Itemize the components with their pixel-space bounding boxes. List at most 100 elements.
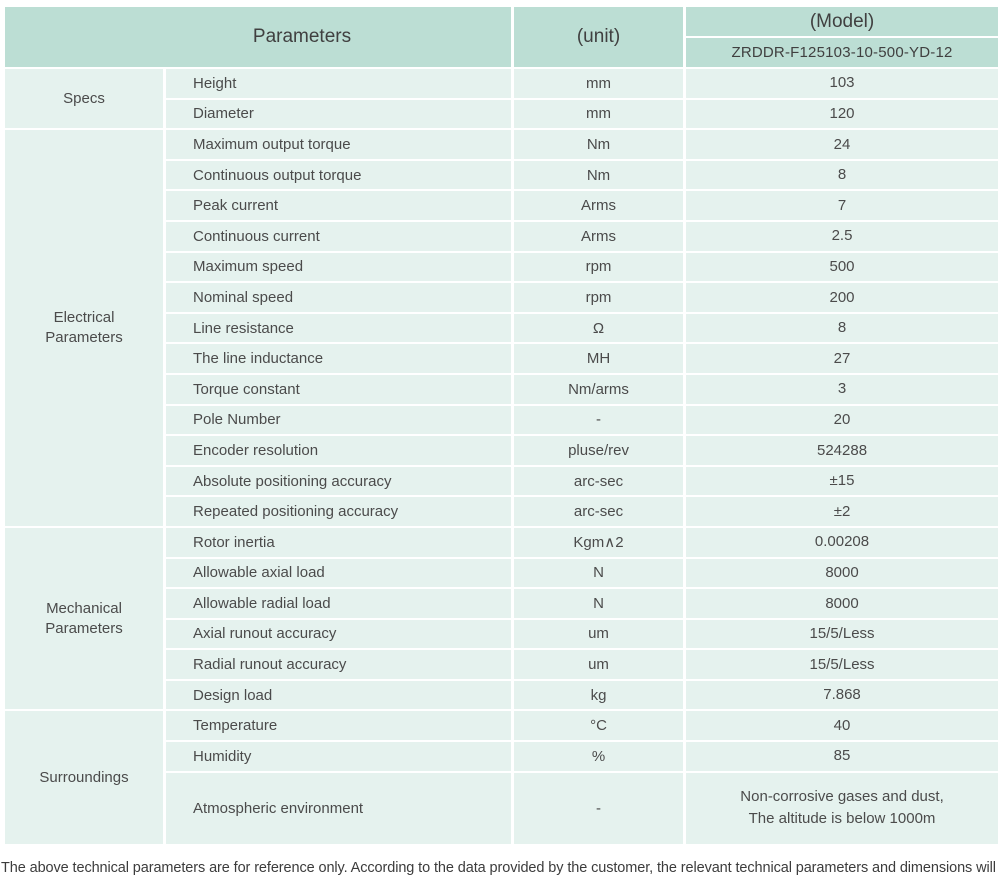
value-cell: 8000	[683, 556, 1000, 590]
value-cell: ±15	[683, 464, 1000, 498]
footer-note: The above technical parameters are for r…	[1, 859, 1000, 876]
unit-cell: Ω	[511, 311, 687, 345]
unit-cell: Arms	[511, 219, 687, 253]
table-row: Line resistance Ω 8	[4, 311, 1000, 345]
param-name-cell: Peak current	[162, 189, 515, 222]
param-name-cell: Allowable radial load	[162, 587, 515, 620]
param-name-cell: Maximum speed	[162, 250, 515, 284]
value-cell: 20	[683, 403, 1000, 437]
unit-cell: -	[511, 770, 687, 846]
value-cell: 103	[683, 67, 1000, 100]
value-cell: 120	[683, 97, 1000, 131]
table-header: Parameters (unit) (Model) ZRDDR-F125103-…	[1, 5, 1000, 69]
unit-cell: Kgm∧2	[511, 525, 687, 559]
value-cell: 8	[683, 311, 1000, 345]
unit-cell: arc-sec	[511, 464, 687, 498]
table-row: Electrical Parameters Maximum output torq…	[2, 128, 1000, 528]
value-cell: 3	[683, 372, 1000, 406]
value-cell: 27	[683, 342, 1000, 375]
table-row: Pole Number -20	[4, 403, 1000, 437]
param-name-cell: Pole Number	[162, 403, 515, 437]
unit-cell: Nm/arms	[511, 372, 687, 406]
unit-cell: rpm	[511, 250, 687, 284]
header-unit: (unit)	[511, 5, 687, 69]
param-name-cell: Absolute positioning accuracy	[162, 464, 515, 498]
unit-cell: MH	[511, 342, 687, 375]
table-row: Continuous current Arms 2.5	[4, 219, 1000, 253]
table-row: Axial runout accuracy um 15/5/Less	[4, 617, 1000, 651]
param-name-cell: Nominal speed	[162, 281, 515, 314]
value-cell: 500	[683, 250, 1000, 284]
value-cell: 85	[683, 740, 1000, 773]
table-row: Peak current Arms 7	[4, 189, 1000, 222]
unit-cell: arc-sec	[511, 495, 687, 528]
value-cell: 8	[683, 158, 1000, 192]
value-cell: 7	[683, 189, 1000, 222]
table-row: Atmospheric environment - Non-corrosive ga…	[4, 770, 1000, 846]
param-name-cell: Axial runout accuracy	[162, 617, 515, 651]
value-cell: ±2	[683, 495, 1000, 528]
group-cell-surroundings: Surroundings	[2, 709, 166, 846]
unit-cell: Nm	[511, 128, 687, 161]
unit-cell: °C	[511, 709, 687, 743]
value-cell: 8000	[683, 587, 1000, 620]
table-row: Maximum speed rpm 500	[4, 250, 1000, 284]
header-row-1: Parameters (unit) (Model)	[1, 5, 1000, 69]
param-name-cell: Line resistance	[162, 311, 515, 345]
value-cell: 200	[683, 281, 1000, 314]
param-name-cell: Encoder resolution	[162, 434, 515, 467]
unit-cell: mm	[511, 67, 687, 100]
table-row: Continuous output torque Nm 8	[4, 158, 1000, 192]
table-row: Allowable radial load N 8000	[4, 587, 1000, 620]
header-row-2: ZRDDR-F125103-10-500-YD-12	[4, 36, 1000, 69]
header-model: (Model)	[683, 5, 1000, 38]
table-row: Diameter mm 120	[4, 97, 1000, 131]
value-cell: 0.00208	[683, 525, 1000, 559]
value-cell: 15/5/Less	[683, 617, 1000, 651]
unit-cell: %	[511, 740, 687, 773]
unit-cell: rpm	[511, 281, 687, 314]
param-name-cell: Height	[162, 67, 515, 100]
param-name-cell: Temperature	[162, 709, 515, 743]
table-row: Absolute positioning accuracy arc-sec ±15	[4, 464, 1000, 498]
param-name-cell: Rotor inertia	[162, 525, 515, 559]
unit-cell: Nm	[511, 158, 687, 192]
param-name-cell: Humidity	[162, 740, 515, 773]
value-cell: 40	[683, 709, 1000, 743]
header-parameters: Parameters	[1, 5, 515, 69]
spec-table: Parameters (unit) (Model) ZRDDR-F125103-…	[1, 5, 1000, 846]
group-cell-specs: Specs	[2, 66, 166, 131]
unit-cell: N	[511, 556, 687, 590]
unit-cell: pluse/rev	[511, 434, 687, 467]
table-row: Nominal speed rpm 200	[4, 281, 1000, 314]
unit-cell: -	[511, 403, 687, 437]
value-cell: 2.5	[683, 219, 1000, 253]
value-cell: 15/5/Less	[683, 648, 1000, 681]
table-row: Design load kg 7.868	[4, 678, 1000, 712]
value-cell: 524288	[683, 434, 1000, 467]
table-row: Repeated positioning accuracy arc-sec ±2	[4, 495, 1000, 528]
value-cell: 24	[683, 128, 1000, 161]
unit-cell: um	[511, 617, 687, 651]
param-name-cell: Continuous current	[162, 219, 515, 253]
unit-cell: N	[511, 587, 687, 620]
group-cell-mechanical-parameters: Mechanical Parameters	[2, 525, 166, 712]
param-name-cell: Continuous output torque	[162, 158, 515, 192]
value-cell: 7.868	[683, 678, 1000, 712]
table-row: Radial runout accuracy um 15/5/Less	[4, 648, 1000, 681]
unit-cell: kg	[511, 678, 687, 712]
unit-cell: um	[511, 648, 687, 681]
value-cell: Non-corrosive gases and dust, The altitu…	[683, 770, 1000, 846]
param-name-cell: Maximum output torque	[162, 128, 515, 161]
param-name-cell: Allowable axial load	[162, 556, 515, 590]
table-row: Allowable axial load N 8000	[4, 556, 1000, 590]
header-model-number: ZRDDR-F125103-10-500-YD-12	[683, 36, 1000, 69]
unit-cell: mm	[511, 97, 687, 131]
table-row: Humidity% 85	[4, 740, 1000, 773]
table-row: Mechanical Parameters Rotor inertia Kgm∧2 0…	[2, 525, 1000, 712]
table-row: Surroundings Temperature °C 40	[2, 709, 1000, 846]
table-row: Specs Height mm 103	[2, 66, 1000, 131]
param-name-cell: Torque constant	[162, 372, 515, 406]
table-row: The line inductance MH 27	[4, 342, 1000, 375]
table-row: Torque constant Nm/arms 3	[4, 372, 1000, 406]
